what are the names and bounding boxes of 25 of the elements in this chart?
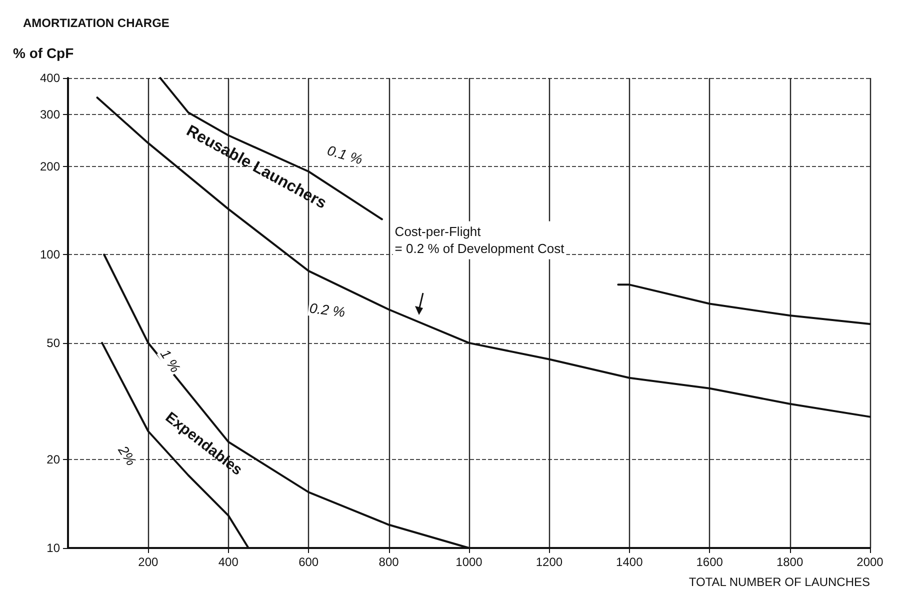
text: 0.2 % xyxy=(308,300,346,320)
x-tick-label: 1800 xyxy=(776,555,804,569)
x-tick-label: 1000 xyxy=(456,555,483,569)
x-tick-label: 200 xyxy=(138,555,159,569)
y-tick-label: 100 xyxy=(40,248,60,262)
x-tick-label: 600 xyxy=(298,555,319,569)
chart-title: AMORTIZATION CHARGE xyxy=(23,16,170,30)
y-tick-label: 300 xyxy=(40,108,60,122)
x-tick-label: 400 xyxy=(218,555,239,569)
x-tick-label: 800 xyxy=(378,555,400,569)
y-tick-label: 200 xyxy=(40,159,60,174)
annotation: Cost-per-Flight = 0.2 % of Development Cost xyxy=(394,224,565,256)
text: 2% xyxy=(114,442,140,468)
x-axis-title: TOTAL NUMBER OF LAUNCHES xyxy=(688,575,870,589)
y-tick-label: 20 xyxy=(46,452,60,467)
text: 0.1 % xyxy=(326,142,364,168)
x-tick-label: 1200 xyxy=(536,555,563,569)
y-axis-title: % of CpF xyxy=(13,45,74,61)
y-tick-label: 400 xyxy=(40,71,60,85)
x-tick-label: 1600 xyxy=(696,555,724,569)
x-tick-label: 2000 xyxy=(856,555,884,569)
text: 1 % xyxy=(157,346,184,376)
y-tick-label: 50 xyxy=(46,336,60,350)
x-tick-label: 1400 xyxy=(616,555,644,569)
y-tick-label: 10 xyxy=(46,541,60,555)
